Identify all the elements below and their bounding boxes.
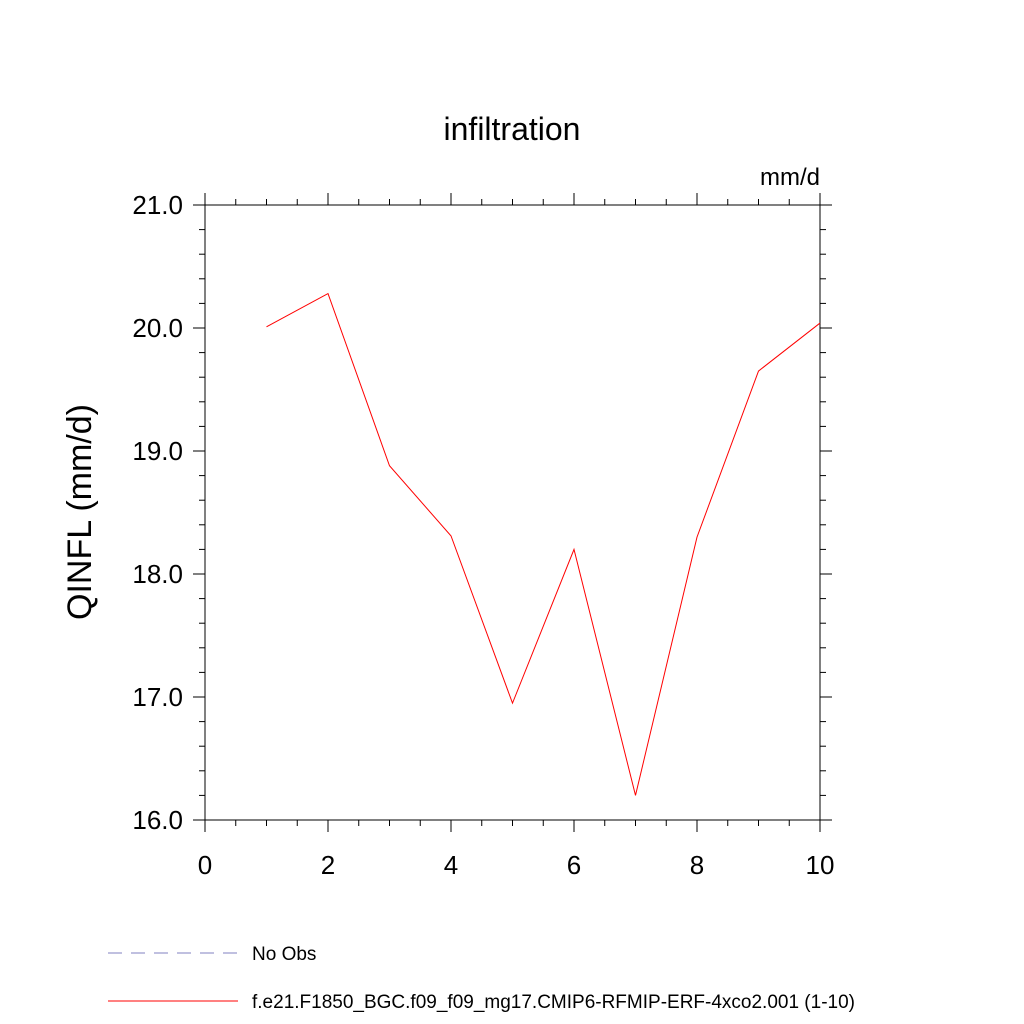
y-tick-label: 16.0 — [132, 805, 183, 835]
series-line-0 — [266, 292, 821, 796]
y-axis-label: QINFL (mm/d) — [61, 404, 99, 620]
x-tick-label: 10 — [806, 850, 835, 880]
y-tick-label: 19.0 — [132, 436, 183, 466]
x-tick-label: 6 — [567, 850, 581, 880]
legend-label-model: f.e21.F1850_BGC.f09_f09_mg17.CMIP6-RFMIP… — [252, 992, 855, 1013]
y-tick-label: 18.0 — [132, 559, 183, 589]
series-layer — [266, 292, 821, 796]
y-tick-label: 20.0 — [132, 313, 183, 343]
legend: No Obs f.e21.F1850_BGC.f09_f09_mg17.CMIP… — [108, 944, 855, 1013]
plot-area: 0 2 4 6 8 10 16.0 17.0 18.0 19.0 20.0 21.0 — [132, 190, 834, 880]
chart-title: infiltration — [444, 111, 581, 147]
axis-tick-labels: 0 2 4 6 8 10 16.0 17.0 18.0 19.0 20.0 21.0 — [132, 190, 834, 880]
x-tick-label: 2 — [321, 850, 335, 880]
y-tick-label: 21.0 — [132, 190, 183, 220]
units-label: mm/d — [760, 164, 820, 191]
axis-ticks — [193, 193, 832, 832]
x-tick-label: 0 — [198, 850, 212, 880]
y-tick-label: 17.0 — [132, 682, 183, 712]
x-tick-label: 8 — [690, 850, 704, 880]
x-tick-label: 4 — [444, 850, 458, 880]
legend-label-no-obs: No Obs — [252, 944, 316, 965]
